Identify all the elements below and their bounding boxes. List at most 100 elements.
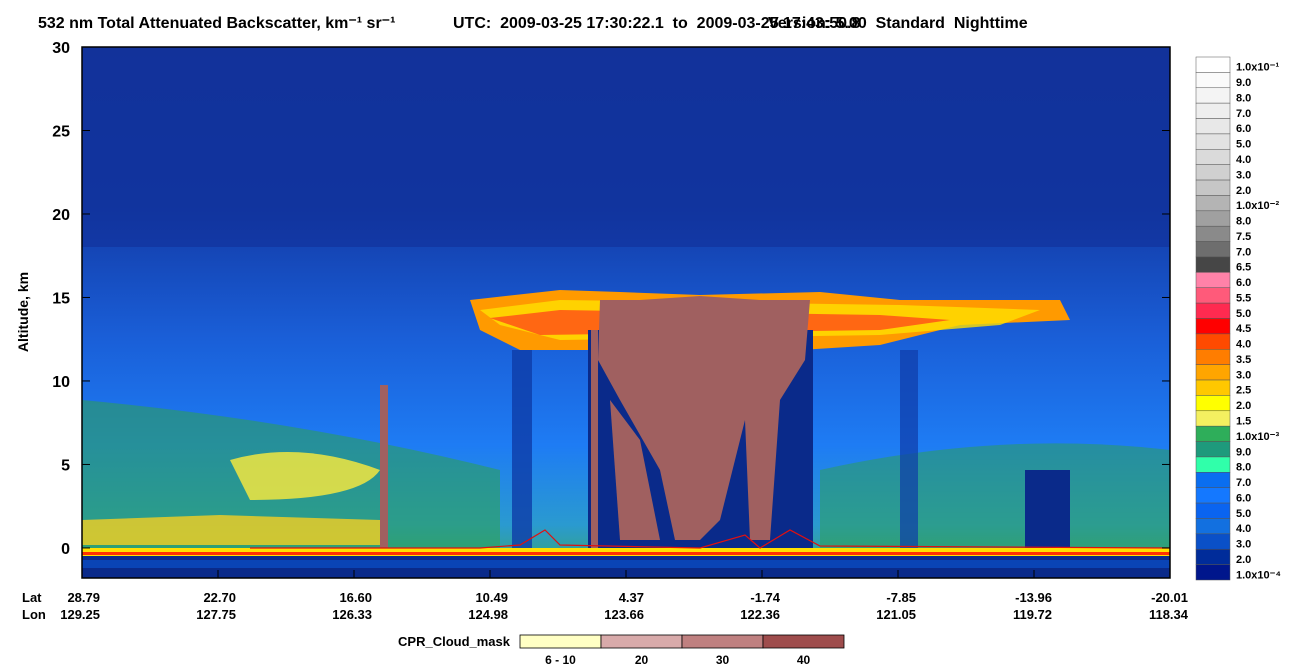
legend-label: 40: [797, 653, 811, 667]
x-tick-label: -1.74: [750, 590, 780, 605]
colorbar-swatch: [1195, 518, 1231, 535]
colorbar-swatch: [1195, 287, 1231, 304]
colorbar-label: 4.0: [1236, 154, 1251, 166]
y-axis-label: Altitude, km: [15, 272, 31, 352]
colorbar-swatch: [1195, 256, 1231, 273]
y-tick-label: 25: [52, 123, 70, 140]
chart-title: 532 nm Total Attenuated Backscatter, km⁻…: [38, 15, 395, 32]
colorbar-label: 2.5: [1236, 385, 1251, 397]
colorbar-label: 4.0: [1236, 339, 1251, 351]
colorbar-label: 2.0: [1236, 185, 1251, 197]
colorbar-swatch: [1195, 472, 1231, 488]
x-row-label: Lon: [22, 607, 46, 622]
colorbar-swatch: [1195, 272, 1231, 288]
legend-swatch: [762, 634, 845, 649]
colorbar-swatch: [1195, 87, 1231, 104]
colorbar-swatch: [1195, 364, 1231, 381]
x-tick-label: 124.98: [468, 607, 508, 622]
x-tick-label: 129.25: [60, 607, 100, 622]
x-tick-label: 16.60: [339, 590, 372, 605]
x-tick-label: -20.01: [1151, 590, 1188, 605]
colorbar-label: 6.0: [1236, 123, 1251, 135]
colorbar-label: 8.0: [1236, 92, 1251, 104]
colorbar-swatch: [1195, 56, 1231, 73]
colorbar-swatch: [1195, 195, 1231, 212]
colorbar-swatch: [1195, 133, 1231, 150]
legend-title: CPR_Cloud_mask: [398, 634, 511, 649]
colorbar-label: 1.0x10⁻¹: [1236, 62, 1279, 74]
colorbar-label: 1.5: [1236, 415, 1251, 427]
y-tick-label: 30: [52, 40, 70, 57]
colorbar-label: 5.0: [1236, 508, 1251, 520]
x-tick-label: 118.34: [1149, 607, 1189, 622]
colorbar-label: 5.0: [1236, 308, 1251, 320]
backscatter-field: [82, 47, 1170, 578]
colorbar-swatch: [1195, 102, 1231, 119]
colorbar-label: 3.5: [1236, 354, 1251, 366]
colorbar-label: 1.0x10⁻⁴: [1236, 569, 1281, 581]
colorbar-label: 7.0: [1236, 246, 1251, 258]
colorbar-swatch: [1195, 149, 1231, 165]
colorbar-label: 5.5: [1236, 292, 1251, 304]
colorbar-swatch: [1195, 241, 1231, 258]
x-tick-label: 22.70: [203, 590, 236, 605]
colorbar-label: 6.0: [1236, 277, 1251, 289]
chart-subtitle: UTC: 2009-03-25 17:30:22.1 to 2009-03-25…: [453, 15, 860, 32]
colorbar-label: 7.0: [1236, 108, 1251, 120]
legend-label: 20: [635, 653, 649, 667]
colorbar-swatch: [1195, 225, 1231, 242]
colorbar-swatch: [1195, 318, 1231, 335]
colorbar-label: 8.0: [1236, 216, 1251, 228]
colorbar-label: 3.0: [1236, 369, 1251, 381]
colorbar-label: 9.0: [1236, 446, 1251, 458]
x-tick-label: 4.37: [619, 590, 644, 605]
colorbar-swatch: [1195, 379, 1231, 396]
colorbar-swatch: [1195, 425, 1231, 442]
colorbar-label: 1.0x10⁻³: [1236, 431, 1279, 443]
colorbar-label: 9.0: [1236, 77, 1251, 89]
colorbar-label: 1.0x10⁻²: [1236, 200, 1279, 212]
colorbar-label: 2.0: [1236, 554, 1251, 566]
legend-swatch: [600, 634, 683, 649]
colorbar-swatch: [1195, 441, 1231, 458]
colorbar-swatch: [1195, 487, 1231, 504]
colorbar-label: 2.0: [1236, 400, 1251, 412]
colorbar-swatch: [1195, 72, 1231, 89]
colorbar-swatch: [1195, 548, 1231, 565]
x-tick-label: 123.66: [604, 607, 644, 622]
colorbar-label: 7.5: [1236, 231, 1251, 243]
colorbar-label: 4.5: [1236, 323, 1251, 335]
colorbar-swatch: [1195, 210, 1231, 227]
x-tick-label: 121.05: [876, 607, 916, 622]
x-tick-label: 126.33: [332, 607, 372, 622]
colorbar-swatch: [1195, 118, 1231, 135]
legend-swatch: [681, 634, 764, 649]
x-tick-label: -7.85: [886, 590, 916, 605]
x-tick-label: 127.75: [196, 607, 236, 622]
colorbar-label: 6.5: [1236, 262, 1251, 274]
y-tick-label: 15: [52, 290, 70, 307]
colorbar-swatch: [1195, 333, 1231, 350]
colorbar-swatch: [1195, 179, 1231, 196]
colorbar-swatch: [1195, 410, 1231, 427]
x-row-label: Lat: [22, 590, 42, 605]
x-tick-label: 10.49: [475, 590, 508, 605]
colorbar-swatch: [1195, 164, 1231, 181]
colorbar-swatch: [1195, 502, 1231, 519]
colorbar-label: 5.0: [1236, 139, 1251, 151]
colorbar-swatch: [1195, 533, 1231, 550]
x-tick-label: 119.72: [1013, 607, 1052, 622]
legend-label: 30: [716, 653, 730, 667]
colorbar-swatch: [1195, 564, 1231, 581]
y-tick-label: 20: [52, 207, 70, 224]
colorbar-label: 7.0: [1236, 477, 1251, 489]
x-tick-label: -13.96: [1015, 590, 1052, 605]
annotation: Version: 5.00 Standard Nighttime: [768, 15, 1028, 32]
legend-label: 6 - 10: [545, 653, 576, 667]
legend-swatch: [519, 634, 602, 649]
x-tick-label: 28.79: [67, 590, 100, 605]
colorbar-label: 6.0: [1236, 492, 1251, 504]
colorbar-label: 4.0: [1236, 523, 1251, 535]
colorbar-label: 8.0: [1236, 462, 1251, 474]
